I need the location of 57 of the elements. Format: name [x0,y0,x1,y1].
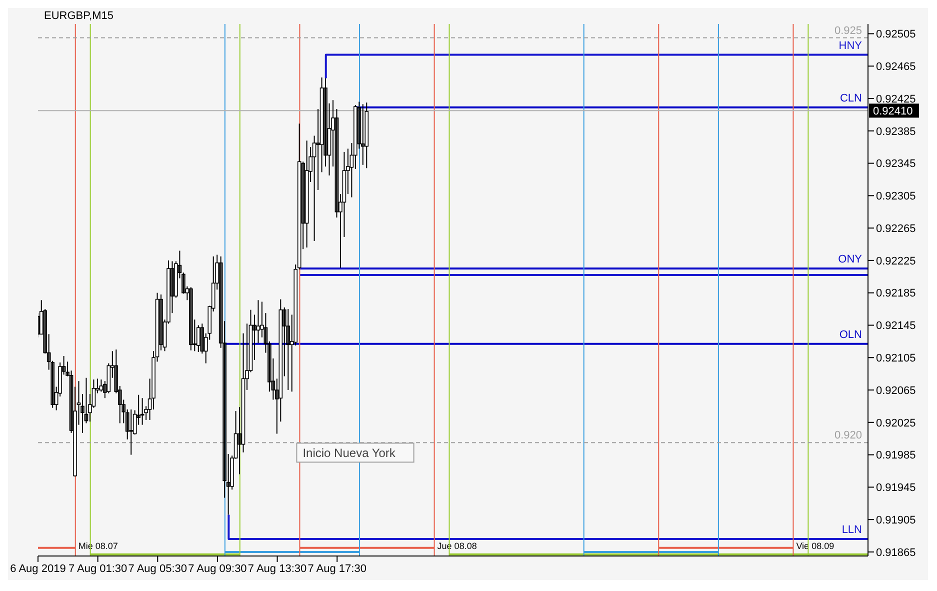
candlestick [324,78,328,168]
candlestick [122,399,126,424]
series-label: OLN [839,328,862,341]
x-tick-label: 7 Aug 13:30 [248,562,307,575]
annotation: Inicio Nueva York [302,446,396,460]
candlestick [125,408,130,440]
ref-line-label: 0.925 [834,24,862,37]
series-label: CLN [840,92,862,104]
y-tick-label: 0.92025 [876,417,916,430]
y-tick-label: 0.92185 [876,288,916,300]
candlestick [218,256,223,348]
candlestick [80,394,84,434]
y-tick-label: 0.92345 [876,158,916,170]
candlestick [46,334,51,370]
x-tick-label: 7 Aug 09:30 [188,562,247,575]
candlestick [43,308,48,354]
y-tick-label: 0.92065 [876,384,916,397]
candlestick [118,385,122,424]
series-label: LLN [842,524,862,536]
candlestick [140,398,144,426]
candlestick [200,323,204,354]
candlestick [66,361,70,377]
chart-title: EURGBP,M15 [44,10,114,22]
y-tick-label: 0.92225 [876,255,916,268]
ref-line-label: 0.92410 [873,106,913,118]
y-tick-label: 0.92265 [876,222,916,235]
candlestick [50,360,54,408]
candlestick [286,308,290,391]
y-tick-label: 0.91905 [876,514,916,526]
y-tick-label: 0.92465 [876,61,916,74]
y-tick-label: 0.92425 [876,93,916,106]
candlestick [182,272,186,294]
candlestick [189,286,193,351]
x-tick-label: 7 Aug 05:30 [128,562,188,575]
candlestick [271,358,276,400]
y-tick-label: 0.91865 [876,546,916,559]
series-label: ONY [838,254,863,266]
y-tick-label: 0.92305 [876,190,916,203]
y-tick-label: 0.92385 [876,126,916,138]
candlestick [264,312,268,354]
candlestick [226,453,230,516]
candlestick [114,349,118,394]
ref-line-label: 0.920 [834,430,862,442]
y-tick-label: 0.92145 [876,320,916,332]
y-tick-label: 0.91945 [876,482,916,494]
x-tick-label: 7 Aug 01:30 [68,562,128,575]
candlestick [84,377,88,424]
series-label: HNY [838,40,863,52]
candlestick [268,340,272,392]
candlestick [334,108,339,218]
y-tick-label: 0.92505 [876,28,916,41]
ref-line-label: Vie 08.09 [796,541,834,551]
y-tick-label: 0.92105 [876,352,916,365]
x-tick-label: 6 Aug 2019 [10,562,66,575]
y-tick-label: 0.91985 [876,450,916,462]
x-tick-label: 7 Aug 17:30 [308,562,366,575]
candlestick [129,408,133,456]
